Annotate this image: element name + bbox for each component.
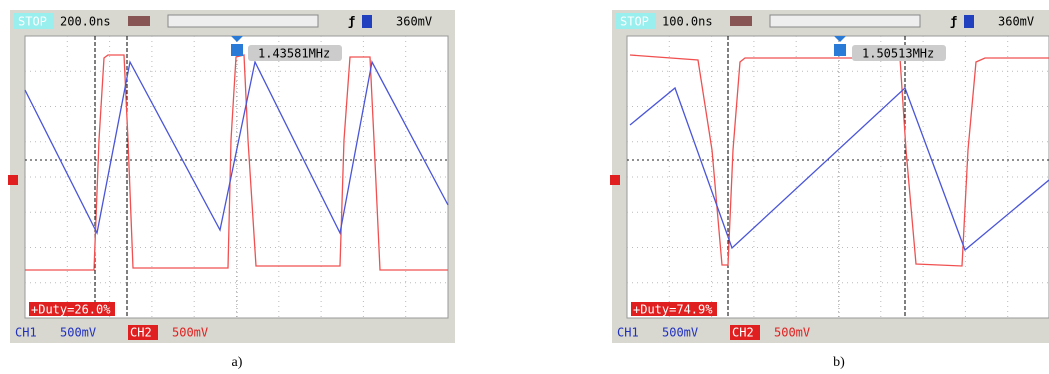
trigger-marker (231, 44, 243, 56)
measurement: +Duty=74.9% (633, 303, 713, 317)
frequency: 1.50513MHz (862, 47, 934, 61)
status: STOP (620, 15, 649, 29)
battery-icon (128, 16, 150, 26)
trigger-source (964, 15, 974, 28)
trigger-slope: ƒ (348, 15, 355, 29)
timebase: 100.0ns (662, 15, 713, 29)
plot-area (25, 36, 448, 318)
oscilloscope-screen: STOP 100.0ns ƒ 360mV 1.50513MHz +Duty=74.9% CH… (610, 10, 1049, 370)
memory-bar (770, 15, 920, 27)
trigger-slope: ƒ (950, 15, 957, 29)
memory-bar (168, 15, 318, 27)
oscilloscope-screen: STOP 200.0ns ƒ 360mV 1.43581MHz +Duty=26.0% CH… (8, 10, 455, 370)
ch1-label: CH1 (617, 326, 639, 340)
status: STOP (18, 15, 47, 29)
ch2-label: CH2 (130, 326, 152, 340)
caption: b) (833, 355, 845, 370)
channel-marker (610, 175, 620, 185)
trigger-level: 360mV (998, 15, 1034, 29)
ch1-scale: 500mV (662, 326, 698, 340)
trigger-marker (834, 44, 846, 56)
figure: STOP 200.0ns ƒ 360mV 1.43581MHz +Duty=26.0% CH… (0, 0, 1049, 374)
ch2-scale: 500mV (172, 326, 208, 340)
ch2-scale: 500mV (774, 326, 810, 340)
ch1-scale: 500mV (60, 326, 96, 340)
frequency: 1.43581MHz (258, 47, 330, 61)
channel-marker (8, 175, 18, 185)
caption: a) (232, 355, 243, 370)
trigger-source (362, 15, 372, 28)
ch2-label: CH2 (732, 326, 754, 340)
trigger-level: 360mV (396, 15, 432, 29)
timebase: 200.0ns (60, 15, 111, 29)
measurement: +Duty=26.0% (31, 303, 111, 317)
ch1-label: CH1 (15, 326, 37, 340)
battery-icon (730, 16, 752, 26)
